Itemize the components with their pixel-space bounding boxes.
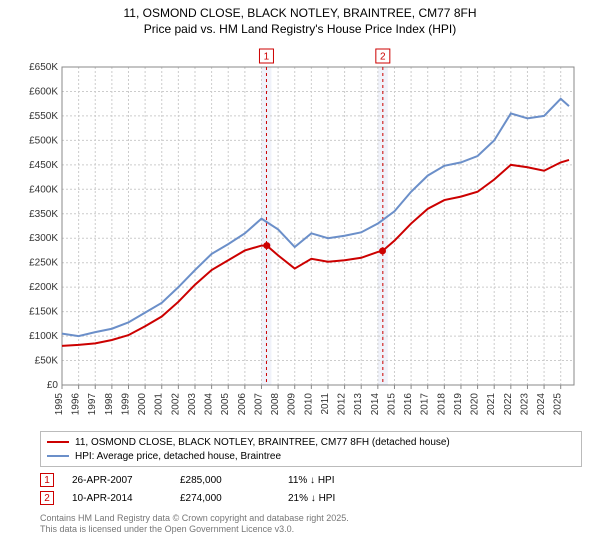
info-marker-0: 1 xyxy=(40,473,54,487)
title-line2: Price paid vs. HM Land Registry's House … xyxy=(8,22,592,38)
chart-title: 11, OSMOND CLOSE, BLACK NOTLEY, BRAINTRE… xyxy=(8,6,592,37)
svg-text:2007: 2007 xyxy=(253,393,264,416)
svg-text:1996: 1996 xyxy=(71,393,82,416)
svg-text:2025: 2025 xyxy=(553,393,564,416)
svg-text:2001: 2001 xyxy=(154,393,165,416)
svg-text:2000: 2000 xyxy=(137,393,148,416)
svg-text:1: 1 xyxy=(264,52,270,63)
svg-text:2020: 2020 xyxy=(470,393,481,416)
svg-text:2024: 2024 xyxy=(536,393,547,416)
svg-text:£650K: £650K xyxy=(29,62,58,73)
svg-text:£200K: £200K xyxy=(29,282,58,293)
legend-item-1: HPI: Average price, detached house, Brai… xyxy=(47,449,575,463)
svg-text:£50K: £50K xyxy=(35,356,59,367)
svg-text:£0: £0 xyxy=(47,380,59,391)
svg-text:1998: 1998 xyxy=(104,393,115,416)
svg-text:£450K: £450K xyxy=(29,160,58,171)
chart-container: 11, OSMOND CLOSE, BLACK NOTLEY, BRAINTRE… xyxy=(0,0,600,560)
svg-text:2012: 2012 xyxy=(337,393,348,416)
svg-text:2010: 2010 xyxy=(303,393,314,416)
footer-line1: Contains HM Land Registry data © Crown c… xyxy=(40,513,582,524)
info-row-0: 1 26-APR-2007 £285,000 11% ↓ HPI xyxy=(40,471,582,489)
info-table: 1 26-APR-2007 £285,000 11% ↓ HPI 2 10-AP… xyxy=(40,471,582,507)
svg-text:2016: 2016 xyxy=(403,393,414,416)
svg-text:£550K: £550K xyxy=(29,111,58,122)
info-date-0: 26-APR-2007 xyxy=(72,475,162,486)
svg-text:2021: 2021 xyxy=(486,393,497,416)
svg-text:2008: 2008 xyxy=(270,393,281,416)
info-price-0: £285,000 xyxy=(180,475,270,486)
svg-text:2023: 2023 xyxy=(519,393,530,416)
svg-text:2009: 2009 xyxy=(287,393,298,416)
title-line1: 11, OSMOND CLOSE, BLACK NOTLEY, BRAINTRE… xyxy=(8,6,592,22)
svg-text:1995: 1995 xyxy=(54,393,65,416)
legend-swatch-1 xyxy=(47,455,69,457)
svg-text:£300K: £300K xyxy=(29,233,58,244)
svg-text:£600K: £600K xyxy=(29,87,58,98)
svg-text:2004: 2004 xyxy=(204,393,215,416)
svg-text:2: 2 xyxy=(380,52,386,63)
svg-text:2013: 2013 xyxy=(353,393,364,416)
svg-text:2006: 2006 xyxy=(237,393,248,416)
svg-text:£100K: £100K xyxy=(29,331,58,342)
legend-item-0: 11, OSMOND CLOSE, BLACK NOTLEY, BRAINTRE… xyxy=(47,435,575,449)
svg-text:2005: 2005 xyxy=(220,393,231,416)
svg-text:2003: 2003 xyxy=(187,393,198,416)
svg-text:2015: 2015 xyxy=(386,393,397,416)
svg-text:1999: 1999 xyxy=(120,393,131,416)
svg-text:2019: 2019 xyxy=(453,393,464,416)
svg-text:£250K: £250K xyxy=(29,258,58,269)
svg-text:£500K: £500K xyxy=(29,136,58,147)
svg-text:1997: 1997 xyxy=(87,393,98,416)
info-delta-0: 11% ↓ HPI xyxy=(288,475,378,486)
svg-text:2014: 2014 xyxy=(370,393,381,416)
svg-text:£150K: £150K xyxy=(29,307,58,318)
svg-text:2018: 2018 xyxy=(436,393,447,416)
svg-text:2011: 2011 xyxy=(320,393,331,415)
footer-line2: This data is licensed under the Open Gov… xyxy=(40,524,582,535)
info-delta-1: 21% ↓ HPI xyxy=(288,493,378,504)
info-date-1: 10-APR-2014 xyxy=(72,493,162,504)
legend: 11, OSMOND CLOSE, BLACK NOTLEY, BRAINTRE… xyxy=(40,431,582,467)
svg-text:2002: 2002 xyxy=(170,393,181,416)
svg-text:2022: 2022 xyxy=(503,393,514,416)
plot-area: £0 £50K £100K £150K £200K £250K £300K £350K £400… xyxy=(20,45,580,425)
legend-label-1: HPI: Average price, detached house, Brai… xyxy=(75,451,281,462)
svg-text:£400K: £400K xyxy=(29,184,58,195)
footer: Contains HM Land Registry data © Crown c… xyxy=(40,513,582,536)
svg-text:2017: 2017 xyxy=(420,393,431,416)
legend-label-0: 11, OSMOND CLOSE, BLACK NOTLEY, BRAINTRE… xyxy=(75,437,450,448)
svg-text:£350K: £350K xyxy=(29,209,58,220)
plot-svg: £0 £50K £100K £150K £200K £250K £300K £350K £400… xyxy=(20,45,580,425)
legend-swatch-0 xyxy=(47,441,69,443)
info-marker-1: 2 xyxy=(40,491,54,505)
info-price-1: £274,000 xyxy=(180,493,270,504)
info-row-1: 2 10-APR-2014 £274,000 21% ↓ HPI xyxy=(40,489,582,507)
